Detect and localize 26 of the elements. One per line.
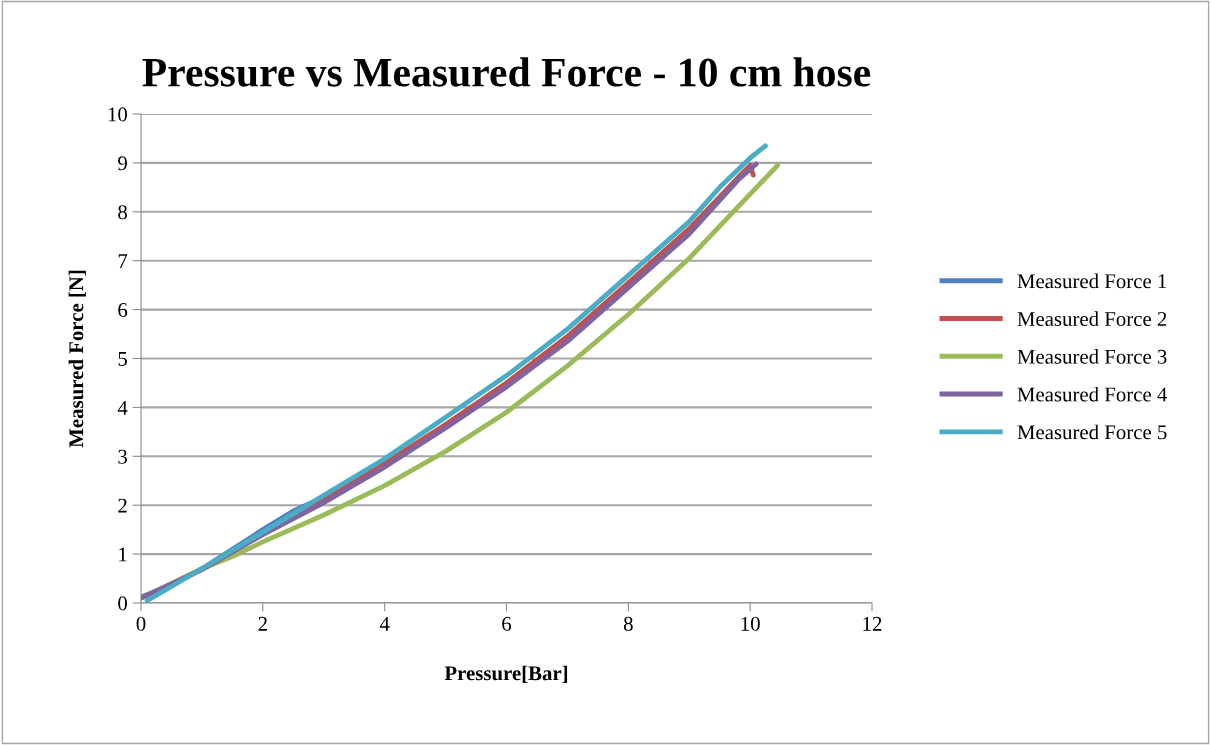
y-tick-label: 0: [118, 596, 128, 611]
legend-label: Measured Force 2: [1017, 311, 1167, 327]
y-tick-label: 4: [117, 400, 128, 415]
y-tick-label: 1: [119, 547, 127, 562]
y-tick-label: 10: [108, 107, 128, 122]
x-tick-label: 8: [623, 616, 633, 631]
legend-label: Measured Force 3: [1017, 349, 1167, 364]
y-tick-label: 7: [118, 254, 128, 268]
x-tick-label: 10: [741, 616, 760, 631]
y-tick-label: 8: [118, 205, 128, 220]
x-tick-label: 4: [379, 616, 390, 631]
x-axis-title: Pressure[Bar]: [444, 665, 568, 683]
legend-label: Measured Force 1: [1017, 273, 1167, 289]
y-tick-label: 2: [118, 498, 127, 513]
x-tick-label: 2: [258, 616, 267, 631]
y-axis-title: Measured Force [N]: [68, 270, 86, 448]
y-tick-label: 6: [118, 303, 128, 318]
x-tick-label: 12: [863, 616, 882, 631]
legend-label: Measured Force 5: [1017, 424, 1167, 440]
y-tick-label: 5: [118, 352, 127, 366]
x-tick-label: 6: [502, 616, 512, 631]
chart-title: Pressure vs Measured Force - 10 cm hose: [142, 57, 871, 87]
y-tick-label: 9: [118, 156, 127, 171]
legend-label: Measured Force 4: [1017, 386, 1168, 402]
x-tick-label: 0: [136, 616, 146, 631]
y-tick-label: 3: [118, 449, 127, 464]
